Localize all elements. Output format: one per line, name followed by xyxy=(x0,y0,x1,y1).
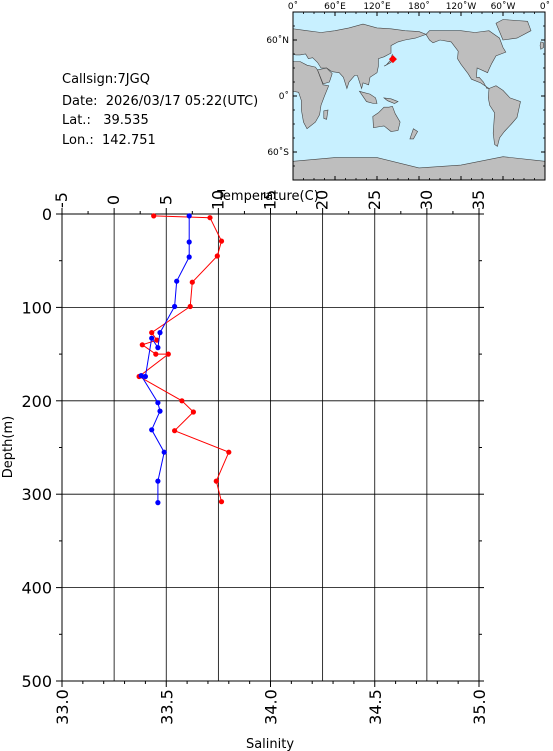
salinity-data-point xyxy=(155,345,161,351)
map-lon-label: 120˚W xyxy=(446,1,477,12)
temperature-data-point xyxy=(139,342,145,348)
temperature-data-point xyxy=(154,337,160,343)
left-tick-label: 500 xyxy=(21,672,52,691)
callsign-label: Callsign: xyxy=(62,72,118,87)
salinity-data-point xyxy=(157,408,163,414)
left-tick-label: 300 xyxy=(21,485,52,504)
land-mass xyxy=(539,41,544,50)
land-mass xyxy=(495,19,532,41)
top-axis-title: Temperature(C) xyxy=(216,189,319,204)
salinity-data-point xyxy=(157,330,163,336)
land-mass xyxy=(425,30,507,89)
top-tick-label: 30 xyxy=(417,190,436,210)
salinity-data-point xyxy=(155,478,161,484)
temperature-data-point xyxy=(179,398,185,404)
salinity-data-point xyxy=(155,500,161,506)
temperature-data-point xyxy=(226,449,232,455)
temperature-data-point xyxy=(213,478,219,484)
station-marker-icon xyxy=(388,55,397,64)
date-value: 2026/03/17 05:22(UTC) xyxy=(105,94,259,109)
lon-line: Lon.: 142.751 xyxy=(62,133,156,148)
temperature-data-point xyxy=(218,238,225,244)
land-mass xyxy=(409,128,418,140)
temperature-data-point xyxy=(172,428,178,434)
land-mass xyxy=(358,90,378,104)
land-mass xyxy=(323,109,329,120)
top-tick-label: 25 xyxy=(365,190,384,210)
map-lon-label: 120˚E xyxy=(363,1,391,12)
salinity-data-point xyxy=(155,400,161,406)
map-lat-label: 0˚ xyxy=(279,91,289,102)
left-tick-label: 200 xyxy=(21,392,52,411)
salinity-data-point xyxy=(149,427,155,433)
salinity-data-point xyxy=(186,213,192,219)
land-mass xyxy=(292,61,330,130)
temperature-data-point xyxy=(218,499,225,505)
temperature-data-point xyxy=(207,215,213,221)
lat-value: 39.535 xyxy=(103,113,149,128)
map-lat-label: 60˚S xyxy=(267,147,289,158)
temperature-data-point xyxy=(151,213,157,219)
y-axis-title: Depth(m) xyxy=(1,416,16,478)
temperature-data-point xyxy=(214,253,220,259)
map-lon-label: 0˚ xyxy=(540,1,550,12)
top-tick-label: 15 xyxy=(261,190,280,210)
salinity-data-point xyxy=(161,449,167,455)
map-lon-label: 180˚ xyxy=(408,1,430,12)
top-tick-label: 20 xyxy=(313,190,332,210)
temperature-data-point xyxy=(153,351,159,357)
map-lon-label: 60˚W xyxy=(491,1,516,12)
map-lon-label: 0˚ xyxy=(288,1,298,12)
left-tick-label: 100 xyxy=(21,298,52,317)
date-label: Date: xyxy=(62,94,98,109)
bottom-tick-label: 35.0 xyxy=(470,689,489,725)
land-mass xyxy=(317,67,333,85)
left-tick-label: 400 xyxy=(21,579,52,598)
lat-line: Lat.: 39.535 xyxy=(62,113,149,128)
map-lon-label: 60˚E xyxy=(324,1,346,12)
bottom-tick-label: 34.0 xyxy=(262,689,281,725)
bottom-axis-title: Salinity xyxy=(246,737,294,751)
world-map: 0˚ 60˚E 120˚E 180˚ 120˚W 60˚W 0˚ 60˚N 0˚ 60˚S xyxy=(266,1,550,181)
temperature-data-point xyxy=(190,409,196,415)
salinity-data-point xyxy=(142,373,148,380)
top-tick-label: 5 xyxy=(156,195,175,205)
salinity-data-point xyxy=(138,373,144,379)
date-line: Date: 2026/03/17 05:22(UTC) xyxy=(62,94,258,109)
callsign-value: 7JGQ xyxy=(117,72,150,87)
temperature-data-point xyxy=(149,330,155,336)
bottom-tick-label: 33.0 xyxy=(53,689,72,725)
map-lat-label: 60˚N xyxy=(266,35,289,46)
temperature-data-point xyxy=(187,303,193,310)
salinity-data-point xyxy=(186,254,192,260)
data-series xyxy=(136,213,232,506)
salinity-data-point xyxy=(172,303,178,310)
top-tick-label: 10 xyxy=(208,190,227,210)
land-mass xyxy=(382,97,399,104)
temperature-data-point xyxy=(165,351,171,357)
salinity-data-point xyxy=(174,278,180,284)
left-tick-label: 0 xyxy=(42,205,52,224)
top-tick-label: -5 xyxy=(52,192,71,208)
land-mass xyxy=(372,105,401,132)
lon-label: Lon.: xyxy=(62,133,94,148)
temperature-data-point xyxy=(189,279,195,285)
land-mass xyxy=(487,85,521,147)
callsign-line: Callsign:7JGQ xyxy=(62,72,150,87)
bottom-tick-label: 34.5 xyxy=(366,689,385,725)
lon-value: 142.751 xyxy=(102,133,156,148)
land-mass xyxy=(292,23,427,90)
salinity-profile-line xyxy=(140,215,190,503)
salinity-data-point xyxy=(149,335,155,341)
lat-label: Lat.: xyxy=(62,113,91,128)
top-tick-label: 0 xyxy=(104,195,123,205)
bottom-tick-label: 33.5 xyxy=(157,689,176,725)
salinity-data-point xyxy=(186,239,192,245)
top-tick-label: 35 xyxy=(469,190,488,210)
